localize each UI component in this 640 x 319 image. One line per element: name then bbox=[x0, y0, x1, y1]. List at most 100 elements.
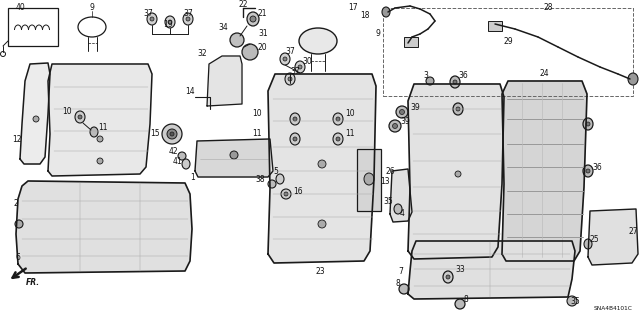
Bar bbox=[383, 8, 633, 96]
Text: 9: 9 bbox=[375, 29, 380, 39]
Bar bbox=[8, 8, 58, 46]
Polygon shape bbox=[268, 74, 376, 263]
Ellipse shape bbox=[167, 129, 177, 139]
Text: 10: 10 bbox=[62, 108, 72, 116]
Polygon shape bbox=[408, 84, 504, 259]
Ellipse shape bbox=[183, 13, 193, 25]
Bar bbox=[357, 149, 381, 211]
Text: 37: 37 bbox=[290, 68, 300, 77]
Ellipse shape bbox=[290, 133, 300, 145]
Text: 32: 32 bbox=[197, 49, 207, 58]
Ellipse shape bbox=[394, 204, 402, 214]
Text: 37: 37 bbox=[285, 48, 295, 56]
Text: 7: 7 bbox=[398, 266, 403, 276]
Text: 41: 41 bbox=[172, 157, 182, 166]
Ellipse shape bbox=[453, 103, 463, 115]
Ellipse shape bbox=[90, 127, 98, 137]
Text: 23: 23 bbox=[315, 267, 325, 276]
Text: 31: 31 bbox=[259, 28, 268, 38]
Bar bbox=[404, 37, 418, 47]
Ellipse shape bbox=[455, 171, 461, 177]
Text: 8: 8 bbox=[396, 279, 400, 288]
Ellipse shape bbox=[75, 111, 85, 123]
Ellipse shape bbox=[567, 296, 577, 306]
Text: 18: 18 bbox=[360, 11, 369, 20]
Ellipse shape bbox=[162, 124, 182, 144]
Ellipse shape bbox=[333, 113, 343, 125]
Ellipse shape bbox=[295, 61, 305, 73]
Ellipse shape bbox=[318, 160, 326, 168]
Text: 37: 37 bbox=[143, 9, 153, 18]
Ellipse shape bbox=[178, 152, 186, 160]
Polygon shape bbox=[20, 63, 50, 164]
Text: 6: 6 bbox=[15, 253, 20, 262]
Text: 11: 11 bbox=[253, 130, 262, 138]
Ellipse shape bbox=[584, 239, 592, 249]
Text: 5: 5 bbox=[273, 167, 278, 175]
Ellipse shape bbox=[281, 189, 291, 199]
Polygon shape bbox=[16, 181, 192, 273]
Ellipse shape bbox=[242, 44, 258, 60]
Text: 13: 13 bbox=[380, 176, 390, 186]
Text: 35: 35 bbox=[570, 297, 580, 306]
Ellipse shape bbox=[586, 169, 590, 173]
Text: 11: 11 bbox=[345, 130, 355, 138]
Text: 35: 35 bbox=[383, 197, 393, 205]
Text: 34: 34 bbox=[218, 23, 228, 32]
Ellipse shape bbox=[453, 80, 457, 84]
Text: FR.: FR. bbox=[26, 278, 40, 287]
Text: 14: 14 bbox=[186, 86, 195, 95]
Ellipse shape bbox=[628, 73, 638, 85]
Ellipse shape bbox=[250, 16, 256, 22]
Ellipse shape bbox=[450, 76, 460, 88]
Text: 2: 2 bbox=[13, 199, 18, 209]
Text: 19: 19 bbox=[163, 20, 173, 29]
Ellipse shape bbox=[389, 120, 401, 132]
Ellipse shape bbox=[165, 16, 175, 28]
Ellipse shape bbox=[97, 136, 103, 142]
Text: 30: 30 bbox=[302, 56, 312, 65]
Ellipse shape bbox=[299, 28, 337, 54]
Text: 27: 27 bbox=[628, 226, 638, 235]
Ellipse shape bbox=[382, 7, 390, 17]
Text: 20: 20 bbox=[257, 42, 267, 51]
Ellipse shape bbox=[268, 180, 276, 188]
Text: 1: 1 bbox=[190, 173, 195, 182]
Ellipse shape bbox=[78, 115, 82, 119]
Ellipse shape bbox=[285, 73, 295, 85]
Text: 36: 36 bbox=[592, 162, 602, 172]
Ellipse shape bbox=[399, 109, 404, 115]
Text: 24: 24 bbox=[540, 70, 550, 78]
Text: 39: 39 bbox=[410, 102, 420, 112]
Ellipse shape bbox=[276, 174, 284, 184]
Ellipse shape bbox=[336, 117, 340, 121]
Text: SNA4B4101C: SNA4B4101C bbox=[593, 306, 632, 311]
Ellipse shape bbox=[170, 132, 174, 136]
Text: 39: 39 bbox=[400, 116, 410, 125]
Ellipse shape bbox=[456, 107, 460, 111]
Text: 12: 12 bbox=[13, 135, 22, 144]
Ellipse shape bbox=[333, 133, 343, 145]
Ellipse shape bbox=[97, 158, 103, 164]
Text: 10: 10 bbox=[252, 109, 262, 118]
Text: 10: 10 bbox=[345, 109, 355, 118]
Ellipse shape bbox=[168, 20, 172, 24]
Ellipse shape bbox=[364, 173, 374, 185]
Ellipse shape bbox=[182, 159, 190, 169]
Ellipse shape bbox=[230, 151, 238, 159]
Ellipse shape bbox=[150, 17, 154, 21]
Text: 9: 9 bbox=[90, 3, 95, 12]
Ellipse shape bbox=[396, 106, 408, 118]
Ellipse shape bbox=[15, 220, 23, 228]
Text: 42: 42 bbox=[168, 146, 178, 155]
Ellipse shape bbox=[283, 57, 287, 61]
Polygon shape bbox=[48, 64, 152, 176]
Ellipse shape bbox=[247, 12, 259, 26]
Ellipse shape bbox=[455, 299, 465, 309]
Text: 33: 33 bbox=[455, 264, 465, 273]
Ellipse shape bbox=[392, 123, 397, 129]
Ellipse shape bbox=[583, 165, 593, 177]
Polygon shape bbox=[207, 56, 242, 106]
Ellipse shape bbox=[280, 53, 290, 65]
Text: 15: 15 bbox=[150, 130, 160, 138]
